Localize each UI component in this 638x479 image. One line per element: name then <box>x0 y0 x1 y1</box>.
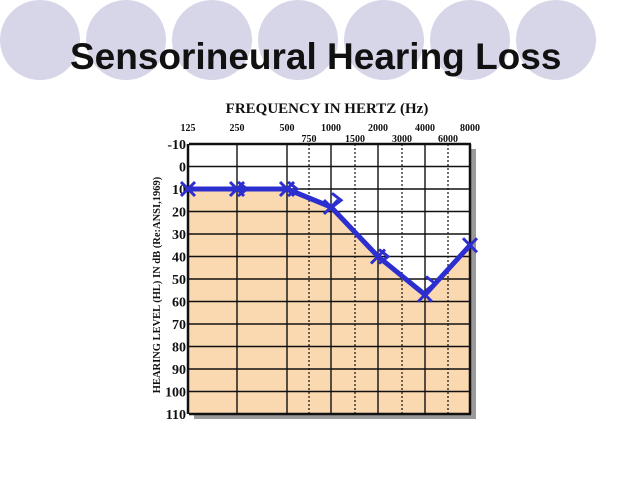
chart-title: FREQUENCY IN HERTZ (Hz) <box>226 101 429 117</box>
decor-circle-4 <box>258 0 338 80</box>
slide-title: Sensorineural Hearing Loss <box>70 36 562 77</box>
y-tick-label: 110 <box>166 408 186 423</box>
y-tick-label: 100 <box>165 386 186 401</box>
point-bracket-marker <box>287 180 300 198</box>
x-tick-label-mid: 6000 <box>438 134 458 145</box>
x-tick-label-mid: 1500 <box>345 134 365 145</box>
x-tick-label-top: 250 <box>230 123 245 134</box>
decor-circle-3 <box>172 0 252 80</box>
point-x-stroke <box>179 180 197 198</box>
y-tick-label: 20 <box>172 206 186 221</box>
x-tick-label-top: 2000 <box>368 123 388 134</box>
point-x-marker <box>461 237 479 254</box>
point-bracket-marker <box>425 275 438 292</box>
y-tick-label: 50 <box>172 273 186 288</box>
y-tick-label: 60 <box>172 296 186 311</box>
y-tick-label: 70 <box>172 318 186 333</box>
point-x-marker <box>179 180 197 198</box>
y-axis-label: HEARING LEVEL (HL) IN dB (Re:ANSI,1969) <box>152 176 163 393</box>
x-tick-label-top: 8000 <box>460 123 480 134</box>
y-tick-label: 80 <box>172 341 186 356</box>
y-tick-label: 90 <box>172 363 186 378</box>
point-x-stroke <box>461 237 479 254</box>
point-bracket-marker <box>378 248 391 265</box>
x-tick-label-top: 500 <box>280 123 295 134</box>
point-x-marker <box>416 286 434 303</box>
y-tick-label: 0 <box>179 161 186 176</box>
point-bracket-marker <box>331 192 344 209</box>
decor-circle-7 <box>516 0 596 80</box>
x-tick-label-mid: 3000 <box>392 134 412 145</box>
point-bracket-marker <box>237 180 250 198</box>
point-x-stroke <box>322 198 340 216</box>
x-tick-label-top: 125 <box>181 123 196 134</box>
decor-circle-2 <box>86 0 166 80</box>
x-tick-label-top: 1000 <box>321 123 341 134</box>
y-tick-label: 30 <box>172 228 186 243</box>
decor-circle-5 <box>344 0 424 80</box>
decor-circle-6 <box>430 0 510 80</box>
point-x-marker <box>322 198 340 216</box>
x-tick-label-top: 4000 <box>415 123 435 134</box>
decor-circle-1 <box>0 0 80 80</box>
point-x-stroke <box>416 286 434 303</box>
y-tick-label: 40 <box>172 251 186 266</box>
y-tick-label: -10 <box>167 138 186 153</box>
x-tick-label-mid: 750 <box>302 134 317 145</box>
